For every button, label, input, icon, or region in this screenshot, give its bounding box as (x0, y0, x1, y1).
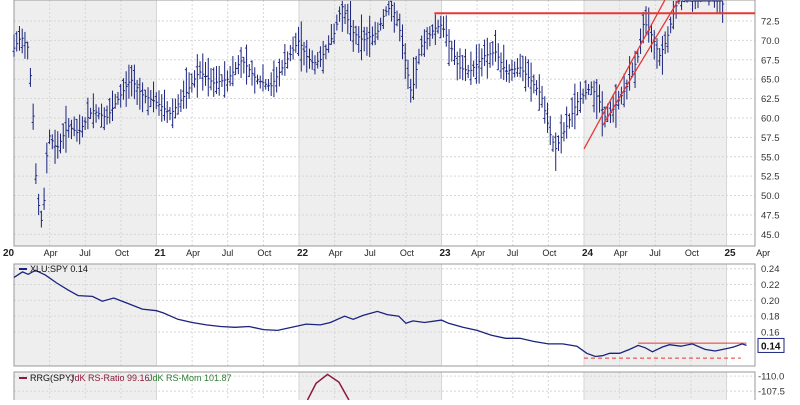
rs-ytick-label: 0.24 (761, 264, 780, 275)
rs-series-line (13, 269, 747, 358)
x-year-label: 21 (155, 248, 167, 259)
annotation-layer (434, 0, 785, 359)
grid-layer (13, 0, 756, 403)
price-ytick-label: 47.5 (761, 210, 780, 221)
x-month-label: Oct (542, 248, 557, 258)
x-month-label: Jul (507, 248, 519, 258)
price-panel-border (13, 0, 756, 247)
x-month-label: Jul (79, 248, 91, 258)
price-ytick-label: 67.5 (761, 55, 780, 66)
rrg-ytick-label: -110.0 (758, 372, 784, 383)
x-month-label: Oct (115, 248, 130, 258)
year-band-1-1 (299, 264, 442, 366)
rrg-ratio-line (306, 373, 350, 400)
rs-ytick-label: 0.20 (761, 296, 780, 307)
x-year-label: 24 (582, 248, 594, 259)
price-ytick-label: 52.5 (761, 172, 780, 183)
price-ytick-label: 62.5 (761, 94, 780, 105)
price-ytick-label: 70.0 (761, 36, 780, 47)
price-ytick-label: 45.0 (761, 230, 780, 241)
rs-ytick-label: 0.18 (761, 312, 780, 323)
x-month-label: Apr (44, 248, 58, 258)
x-month-label: Jul (364, 248, 376, 258)
rrg-legend-mom: JdK RS-Mom 101.87 (148, 373, 232, 383)
x-year-label: 22 (297, 248, 309, 259)
rs-ytick-label: 0.22 (761, 280, 780, 291)
year-band-1-0 (14, 264, 157, 366)
x-month-label: Apr (756, 248, 770, 258)
rs-last-value-label: 0.14 (761, 341, 781, 352)
label-layer: 45.0 47.5 50.0 52.5 55.0 57.5 60.0 62.5 65.0 67.5… (3, 16, 785, 397)
x-month-label: Apr (329, 248, 343, 258)
rs-panel-border (13, 263, 756, 367)
price-trend-channel-line (601, 0, 680, 127)
rrg-ytick-label: -107.5 (758, 387, 785, 398)
rs-last-value-box (757, 337, 785, 353)
rs-ytick-label: 0.16 (761, 328, 780, 339)
x-month-label: Oct (257, 248, 272, 258)
x-month-label: Jul (649, 248, 661, 258)
price-ytick-label: 55.0 (761, 152, 780, 163)
x-month-label: Oct (400, 248, 415, 258)
x-year-label: 20 (3, 248, 15, 259)
x-month-label: Jul (222, 248, 234, 258)
price-ytick-label: 57.5 (761, 133, 780, 144)
price-annotations (434, 0, 755, 150)
rrg-legend-prefix: RRG(SPY) (30, 373, 74, 383)
price-ytick-label: 65.0 (761, 75, 780, 86)
x-month-label: Apr (471, 248, 485, 258)
x-year-label: 25 (725, 248, 737, 259)
rrg-legend-ratio: JdK RS-Ratio 99.16 (70, 373, 150, 383)
price-ytick-label: 50.0 (761, 191, 780, 202)
x-month-label: Apr (186, 248, 200, 258)
price-ytick-label: 72.5 (761, 16, 780, 27)
price-trend-channel-line (583, 0, 666, 150)
series-layer (12, 0, 747, 400)
x-month-label: Oct (685, 248, 700, 258)
x-month-label: Apr (614, 248, 628, 258)
x-year-label: 23 (440, 248, 452, 259)
rs-legend-label: XLU:SPY 0.14 (30, 264, 88, 274)
price-ytick-label: 60.0 (761, 113, 780, 124)
